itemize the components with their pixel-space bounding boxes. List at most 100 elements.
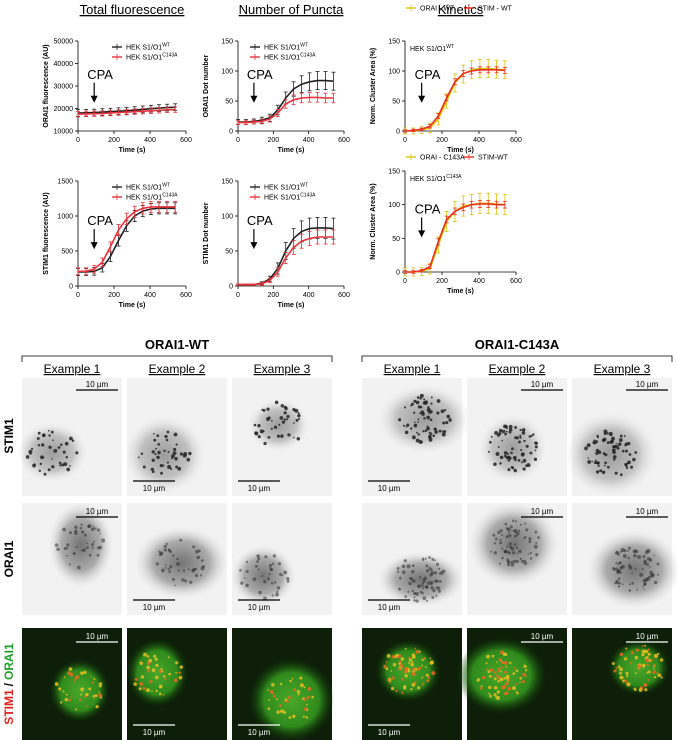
punctum: [493, 671, 497, 674]
punctum: [60, 443, 63, 447]
punctum: [303, 686, 306, 689]
punctum: [413, 399, 417, 403]
punctum: [429, 572, 433, 577]
punctum: [168, 672, 171, 676]
y-tick-label: 50000: [54, 39, 74, 46]
punctum: [643, 588, 645, 591]
punctum: [430, 410, 433, 413]
punctum: [485, 662, 488, 665]
chart-note-sup: WT: [446, 44, 454, 50]
punctum: [641, 653, 645, 657]
punctum: [276, 434, 281, 438]
punctum: [176, 562, 180, 566]
scale-bar-label: 10 µm: [143, 484, 166, 493]
punctum: [512, 455, 517, 460]
x-tick-label: 600: [338, 292, 350, 299]
example-label: Example 1: [44, 362, 101, 376]
punctum: [417, 421, 419, 423]
legend-label-main: HEK S1/O1: [264, 55, 300, 62]
punctum: [431, 596, 435, 600]
punctum: [508, 533, 512, 538]
x-axis-label: Time (s): [447, 288, 474, 295]
punctum: [628, 453, 632, 456]
punctum: [625, 466, 629, 470]
punctum: [499, 539, 502, 542]
punctum: [146, 688, 150, 693]
punctum: [495, 674, 498, 677]
punctum: [398, 660, 403, 664]
punctum: [499, 455, 504, 460]
punctum: [278, 704, 282, 707]
punctum: [90, 527, 95, 532]
punctum: [411, 682, 416, 687]
punctum: [428, 556, 431, 559]
merge-label: STIM1 / ORAI1: [2, 643, 16, 725]
punctum: [240, 581, 244, 585]
punctum: [303, 707, 308, 711]
x-tick-label: 400: [473, 137, 485, 144]
punctum: [594, 459, 597, 462]
punctum: [262, 430, 265, 433]
punctum: [495, 696, 498, 699]
punctum: [415, 400, 420, 405]
punctum: [501, 685, 506, 690]
punctum: [527, 553, 530, 555]
punctum: [43, 472, 47, 476]
punctum: [501, 660, 505, 665]
punctum: [161, 670, 164, 673]
punctum: [501, 533, 504, 537]
punctum: [529, 551, 532, 555]
punctum: [637, 555, 642, 560]
punctum: [404, 674, 408, 678]
punctum: [494, 537, 498, 541]
legend-label-sup: WT: [300, 183, 308, 189]
punctum: [512, 686, 516, 691]
punctum: [155, 663, 159, 667]
punctum: [159, 463, 163, 468]
punctum: [626, 462, 630, 465]
annotation: CPA: [415, 201, 441, 216]
punctum: [501, 429, 506, 434]
punctum: [401, 570, 406, 575]
punctum: [417, 433, 421, 436]
punctum: [154, 453, 157, 456]
example-label: Example 1: [384, 362, 441, 376]
punctum: [599, 469, 603, 473]
scale-bar-label: 10 µm: [248, 728, 271, 737]
punctum: [431, 671, 436, 676]
x-tick-label: 200: [267, 137, 279, 144]
punctum: [390, 670, 393, 672]
punctum: [617, 585, 621, 588]
punctum: [497, 530, 501, 534]
punctum: [42, 456, 45, 459]
x-tick-label: 600: [510, 278, 522, 285]
punctum: [596, 461, 599, 465]
punctum: [413, 421, 416, 424]
punctum: [428, 566, 432, 570]
punctum: [80, 549, 83, 552]
punctum: [171, 457, 173, 460]
punctum: [155, 689, 158, 693]
punctum: [508, 531, 511, 534]
punctum: [307, 686, 312, 691]
y-tick-label: 150: [388, 39, 400, 46]
punctum: [586, 443, 591, 448]
legend-label-sup: C143A: [162, 53, 178, 59]
example-label: Example 2: [489, 362, 546, 376]
punctum: [149, 680, 153, 684]
series-line: [238, 96, 334, 124]
punctum: [610, 433, 613, 437]
micrograph: 10 µm: [124, 378, 227, 496]
punctum: [164, 434, 168, 439]
punctum: [307, 695, 310, 699]
punctum: [619, 667, 623, 672]
punctum: [423, 398, 426, 401]
punctum: [385, 667, 389, 671]
punctum: [488, 685, 492, 690]
punctum: [163, 675, 166, 678]
punctum: [426, 428, 429, 431]
punctum: [282, 700, 285, 703]
punctum: [263, 580, 267, 584]
punctum: [75, 708, 78, 711]
punctum: [173, 432, 178, 437]
